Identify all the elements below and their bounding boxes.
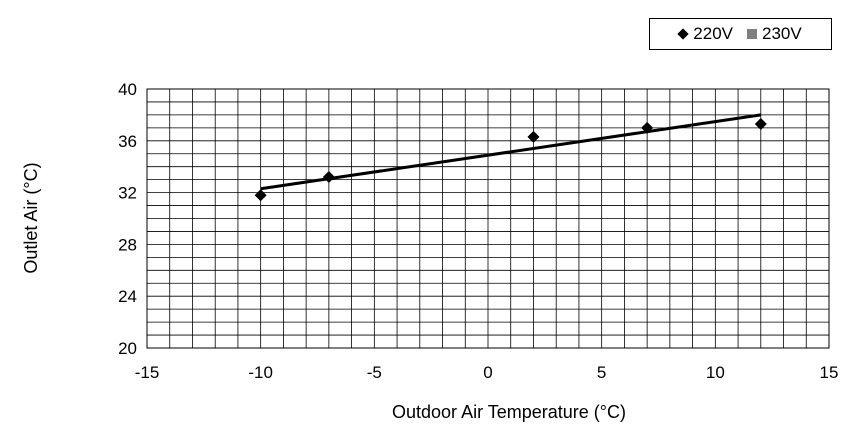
y-tick-label: 40 [118,80,137,99]
data-point [254,189,267,202]
data-points [254,117,767,202]
x-axis-label: Outdoor Air Temperature (°C) [392,402,626,422]
diamond-icon [677,28,689,40]
y-tick-label: 20 [118,339,137,358]
legend-item-220v: 220V [677,24,733,44]
plot-area [146,88,830,349]
legend: 220V 230V [649,18,832,50]
y-tick-label: 36 [118,132,137,151]
data-point [322,171,335,184]
legend-label-220v: 220V [693,24,733,43]
x-tick-label: 10 [706,363,725,382]
data-point [527,130,540,143]
data-point [641,121,654,134]
y-tick-label: 32 [118,184,137,203]
x-tick-label: 5 [597,363,606,382]
data-point [754,117,767,130]
trendline [260,113,762,191]
grid [146,88,830,349]
x-tick-label: -10 [248,363,273,382]
square-icon [747,29,757,39]
y-tick-label: 24 [118,287,137,306]
tick-labels: -15 -10 -5 0 5 10 15 20 24 28 32 36 40 [118,80,838,382]
y-tick-label: 28 [118,235,137,254]
x-tick-label: -5 [367,363,382,382]
legend-item-230v: 230V [747,24,802,44]
x-tick-label: 15 [820,363,839,382]
x-tick-label: -15 [135,363,160,382]
legend-label-230v: 230V [762,24,802,43]
x-tick-label: 0 [483,363,492,382]
y-axis-label: Outlet Air (°C) [21,162,41,273]
